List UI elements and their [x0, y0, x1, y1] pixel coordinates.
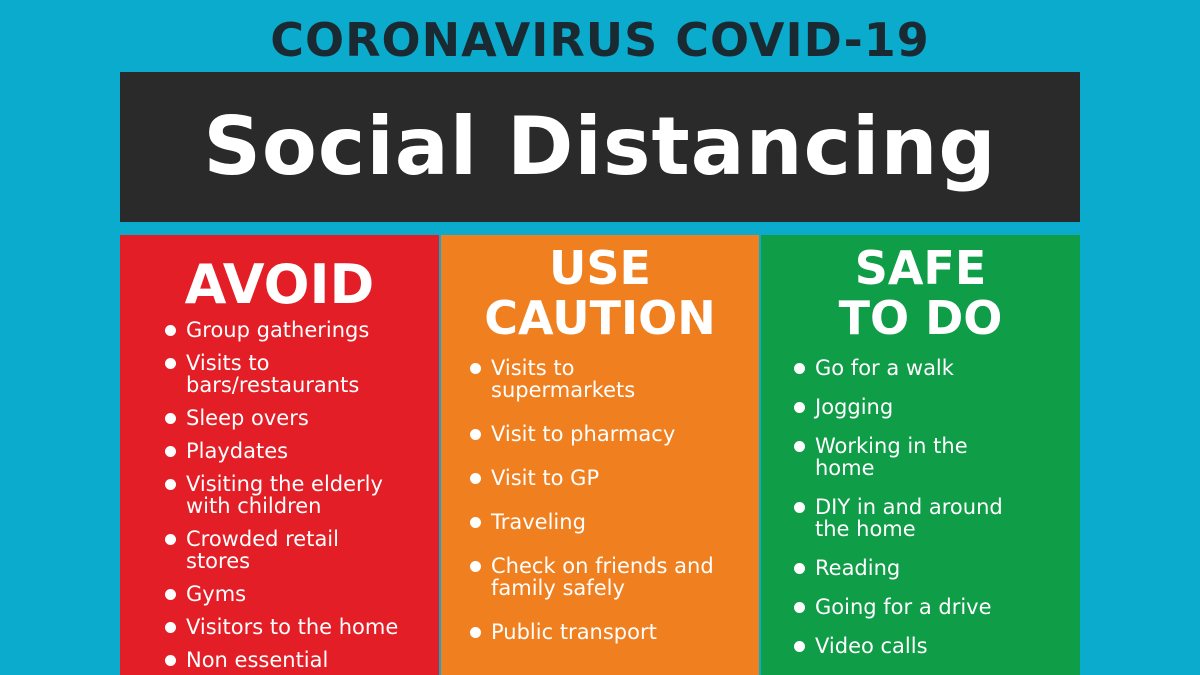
list-item: Visits to supermarkets: [470, 357, 681, 401]
list-item: Non essential: [165, 649, 426, 671]
list-item: Visit to pharmacy: [470, 423, 741, 445]
safe-to-do-list: Go for a walk Jogging Working in the hom…: [761, 357, 1080, 657]
list-item: Jogging: [794, 396, 1055, 418]
list-item: DIY in and around the home: [794, 496, 1040, 540]
safe-to-do-heading-line: TO DO: [838, 291, 1003, 345]
title-banner: Social Distancing: [120, 72, 1080, 222]
list-item: Traveling: [470, 511, 741, 533]
banner-title: Social Distancing: [203, 100, 997, 193]
use-caution-list: Visits to supermarkets Visit to pharmacy…: [441, 357, 759, 643]
safe-to-do-heading: SAFE TO DO: [761, 243, 1080, 343]
list-item: Reading: [794, 557, 1055, 579]
list-item: Sleep overs: [165, 407, 408, 429]
avoid-heading-line: AVOID: [184, 253, 375, 316]
list-item: Go for a walk: [794, 357, 1055, 379]
list-item: Crowded retail stores: [165, 528, 408, 572]
list-item: Public transport: [470, 621, 741, 643]
list-item: Check on friends and family safely: [470, 555, 721, 599]
list-item: Gyms: [165, 583, 408, 605]
list-item: Group gatherings: [165, 319, 408, 341]
list-item: Visit to GP: [470, 467, 741, 489]
page-title: CORONAVIRUS COVID-19: [270, 13, 930, 67]
use-caution-heading-line: USE: [549, 241, 651, 295]
list-item: Playdates: [165, 440, 408, 462]
safe-to-do-column: SAFE TO DO Go for a walk Jogging Working…: [761, 235, 1080, 675]
use-caution-heading-line: CAUTION: [484, 291, 716, 345]
list-item: Visitors to the home: [165, 616, 426, 638]
avoid-column: AVOID Group gatherings Visits to bars/re…: [120, 235, 439, 675]
avoid-list: Group gatherings Visits to bars/restaura…: [120, 319, 439, 671]
list-item: Video calls: [794, 635, 1055, 657]
list-item: Visits to bars/restaurants: [165, 352, 408, 396]
safe-to-do-heading-line: SAFE: [854, 241, 987, 295]
use-caution-column: USE CAUTION Visits to supermarkets Visit…: [441, 235, 759, 675]
avoid-heading: AVOID: [120, 255, 439, 315]
list-item: Visiting the elderly with children: [165, 473, 408, 517]
list-item: Going for a drive: [794, 596, 1055, 618]
list-item: Working in the home: [794, 435, 995, 479]
use-caution-heading: USE CAUTION: [441, 243, 759, 343]
